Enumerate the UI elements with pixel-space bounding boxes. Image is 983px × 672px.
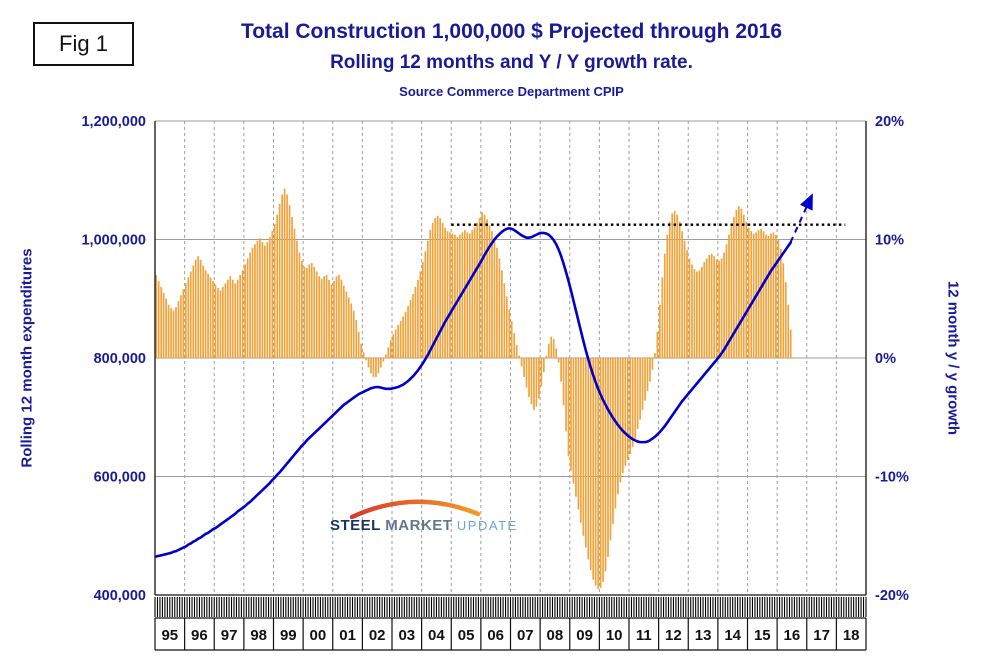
x-axis-year-label: 05 [458,627,475,644]
x-axis-year-label: 00 [310,627,327,644]
left-axis-tick-labels: 400,000 600,000 800,000 1,000,000 1,200,000 [81,114,146,604]
x-axis-year-label: 97 [221,627,238,644]
right-axis-tick-label: 20% [875,114,904,130]
right-axis-tick-label: -20% [875,588,909,604]
left-axis-tick-label: 800,000 [94,351,146,367]
x-axis-year-label: 98 [250,627,267,644]
left-axis-tick-label: 400,000 [94,588,146,604]
expenditures-line-series [154,226,793,558]
right-axis-tick-labels: -20% -10% 0% 10% 20% [875,114,909,604]
logo-word-steel: STEEL [330,517,381,534]
year-label-row: 95 96 97 98 99 00 01 02 03 04 05 06 07 08 09 10 11 12 13 14… [154,617,867,651]
left-axis-tick-label: 1,200,000 [81,114,146,130]
yy-growth-bars-series [155,188,792,590]
logo-word-update: UPDATE [456,518,518,533]
chart-title-line2: Rolling 12 months and Y / Y growth rate. [330,52,693,73]
logo-swoosh-icon [349,499,481,519]
figure-label-box: Fig 1 [33,22,134,66]
plot-borders [154,121,867,596]
x-axis-year-label: 99 [280,627,297,644]
logo-text: STEEL MARKET UPDATE [330,517,516,535]
x-axis-year-label: 18 [843,627,860,644]
x-axis-year-label: 14 [724,627,741,644]
x-axis-year-label: 10 [606,627,623,644]
x-axis-year-label: 01 [339,627,356,644]
x-axis-year-label: 13 [695,627,712,644]
x-axis-year-label: 09 [576,627,593,644]
x-axis-year-label: 11 [636,627,652,644]
left-axis-tick-label: 600,000 [94,470,146,486]
chart-source-line: Source Commerce Department CPIP [399,84,624,99]
figure-label: Fig 1 [59,31,108,56]
steel-market-update-logo: STEEL MARKET UPDATE [330,497,516,535]
x-axis-year-label: 07 [517,627,534,644]
right-axis-tick-label: 10% [875,233,904,249]
chart-title-line1: Total Construction 1,000,000 $ Projected… [240,20,783,43]
right-axis-tick-label: 0% [875,351,896,367]
x-axis-year-label: 15 [754,627,771,644]
right-axis-tick-label: -10% [875,470,909,486]
x-axis-year-label: 04 [428,627,445,644]
month-tick-band [154,597,867,617]
x-axis-year-label: 17 [813,627,830,644]
x-axis-year-label: 06 [487,627,504,644]
x-axis-year-label: 95 [161,627,178,644]
x-axis-year-label: 16 [784,627,801,644]
x-axis-year-label: 96 [191,627,208,644]
x-axis-year-label: 02 [369,627,386,644]
x-axis-year-label: 12 [665,627,682,644]
left-axis-tick-label: 1,000,000 [81,233,146,249]
x-axis-year-label: 08 [547,627,564,644]
logo-word-market: MARKET [385,517,453,534]
projection-arrow [789,193,813,243]
x-axis-year-label: 03 [398,627,415,644]
